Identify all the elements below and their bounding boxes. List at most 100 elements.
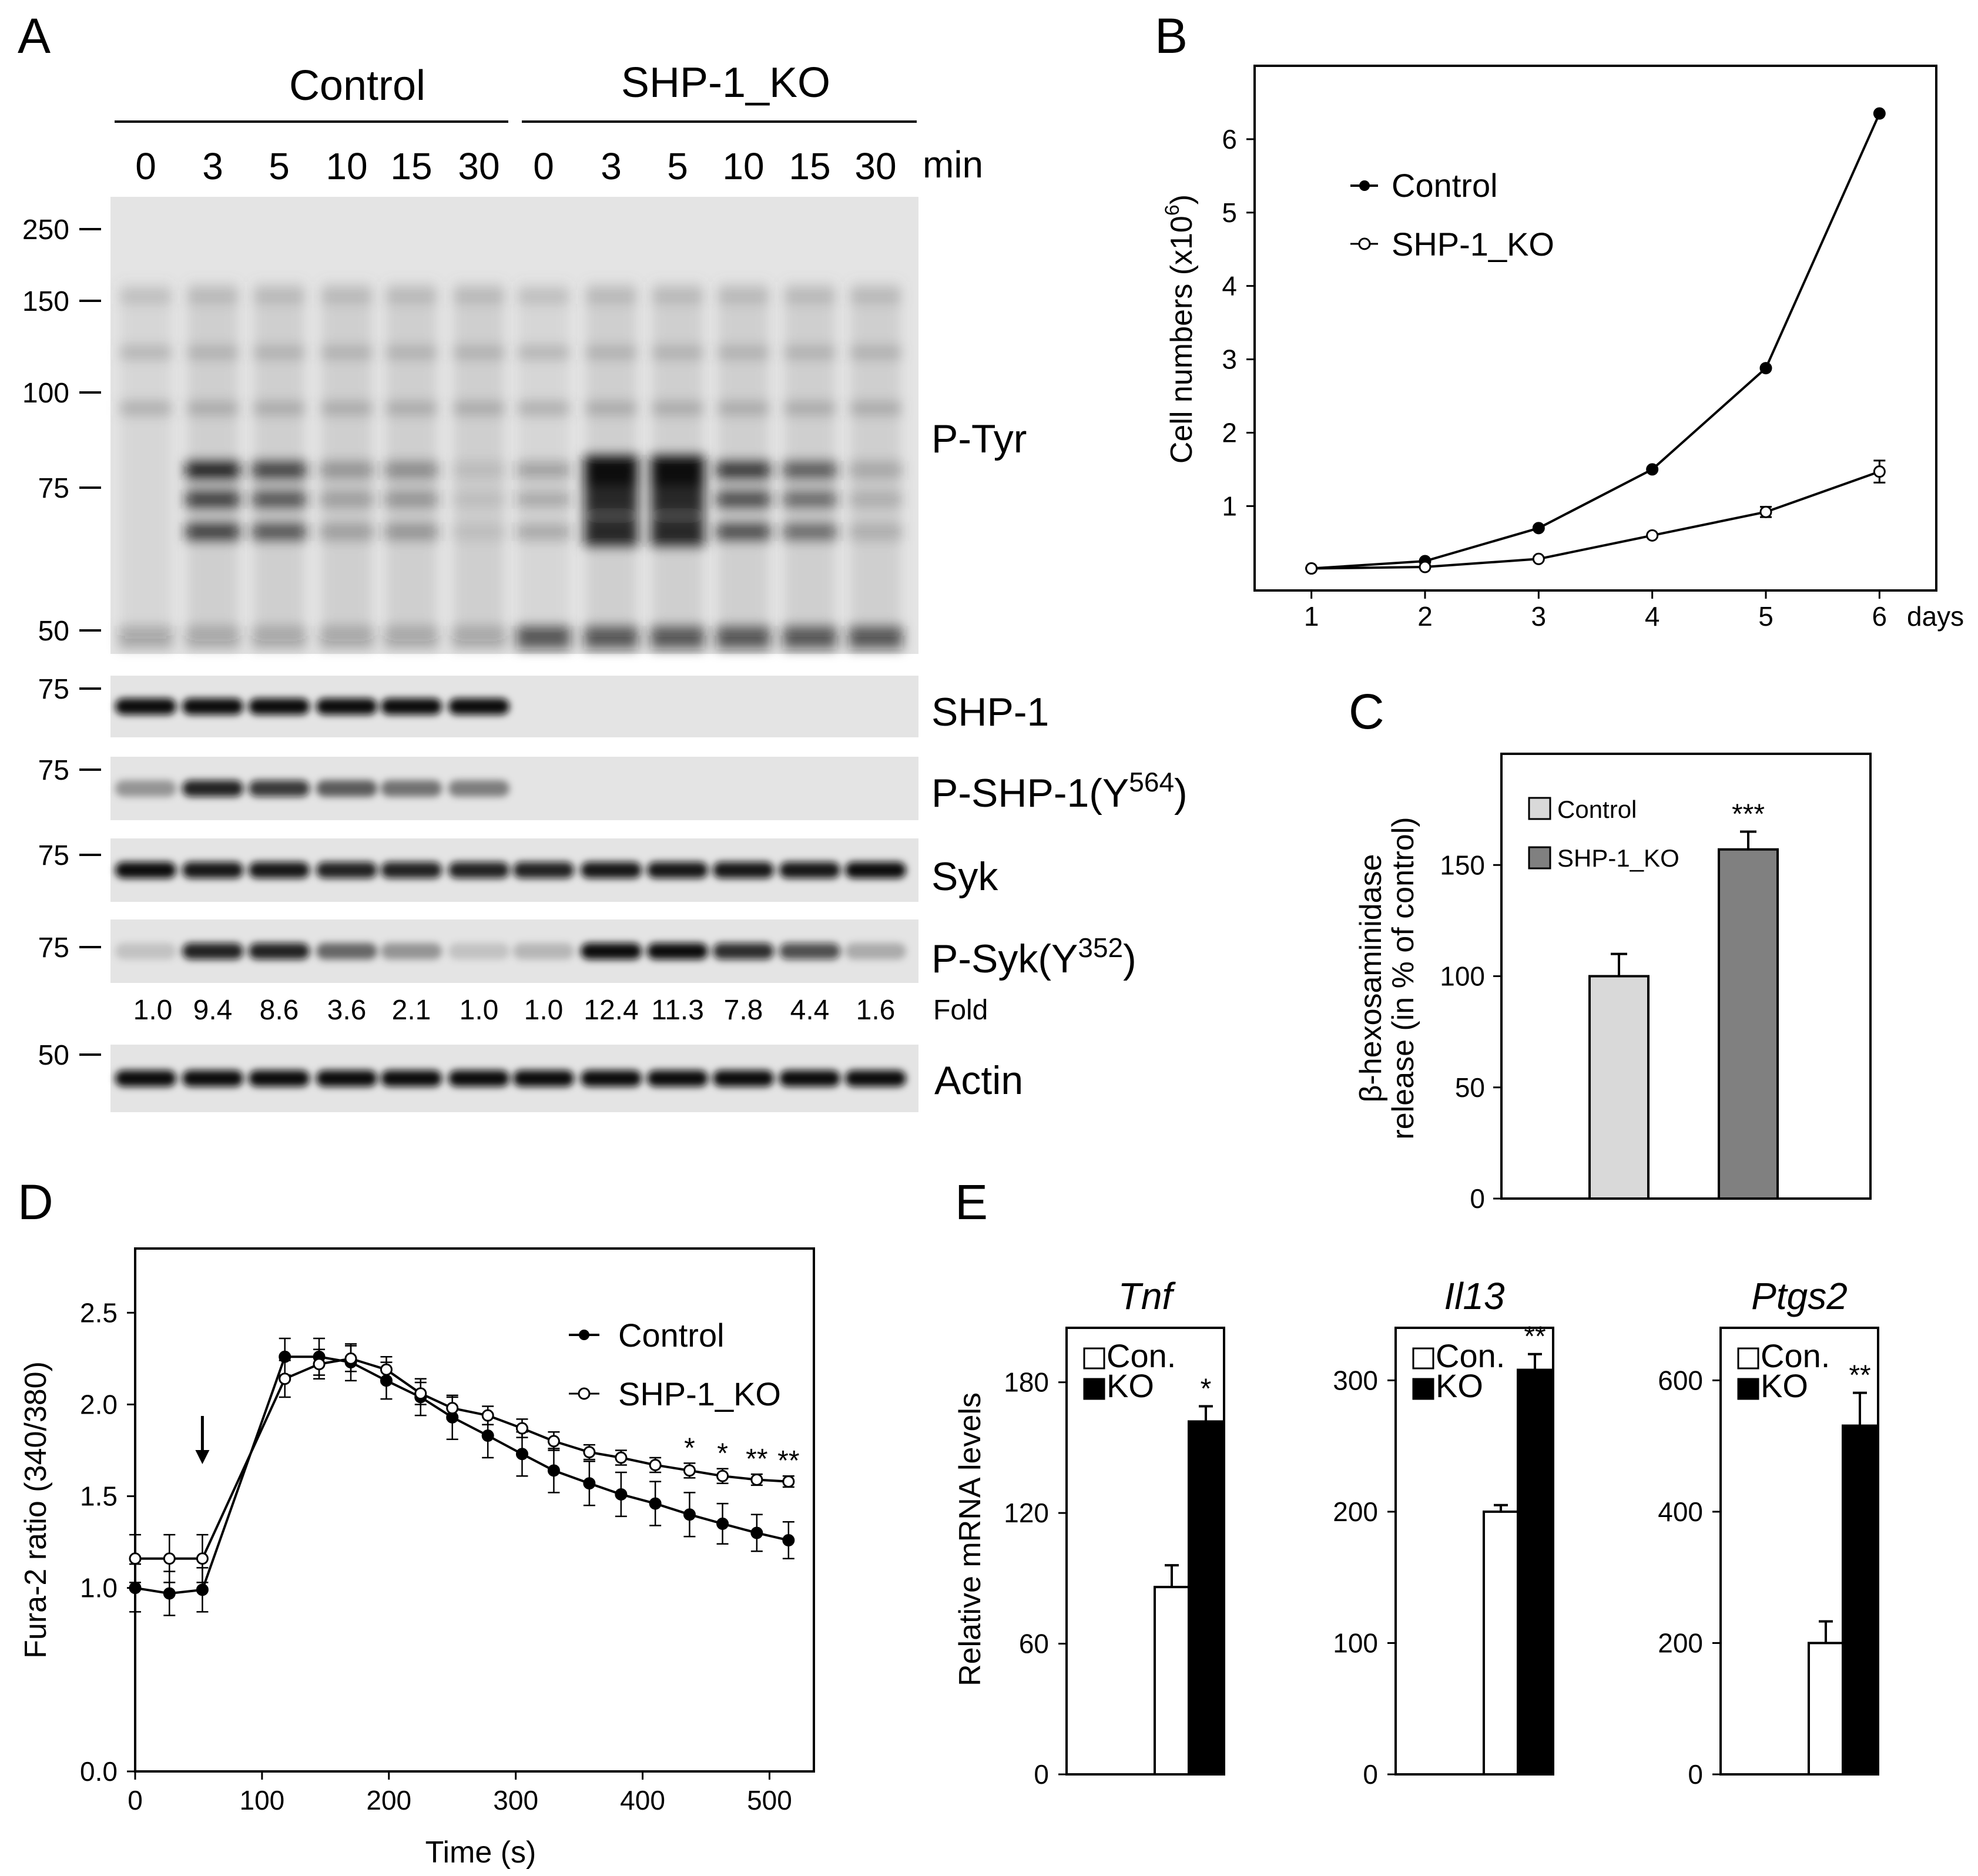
faint-band: [321, 290, 373, 304]
bar-e-Ptgs2-Con.: [1808, 1642, 1844, 1776]
ptyr-bottom-band: [252, 626, 306, 649]
point-d-SHP-1_KO-250s: [446, 1402, 459, 1415]
point-b-Control-day6: [1873, 107, 1886, 120]
legend-b-control-label: Control: [1392, 167, 1498, 204]
x-tick-label-b-6: 6: [1872, 601, 1888, 632]
y-tick-label-c-150: 150: [1440, 850, 1485, 880]
y-axis-label-d: Fura-2 ratio (340/380): [19, 1361, 53, 1659]
p-syk-band-1: [115, 943, 176, 959]
panel-label-a: A: [18, 8, 51, 63]
axes-b: 1 2 3 4 5 6 1 2 3 4 5 6: [1222, 124, 1887, 632]
point-b-Control-day5: [1759, 362, 1772, 375]
panel-label-b: B: [1155, 8, 1188, 63]
blot-shp1: [110, 676, 918, 737]
p-syk-band-4: [316, 943, 377, 959]
ptyr-bottom-band: [119, 626, 173, 649]
fold-value-9: 11.3: [651, 995, 704, 1026]
lane-smear-6: [452, 282, 506, 649]
actin-band-2: [182, 1070, 243, 1087]
faint-band: [784, 290, 836, 304]
plot-frame-b: [1253, 65, 1937, 592]
lane-label-7: 0: [533, 145, 554, 187]
plot-frame-d: [134, 1247, 815, 1773]
p-syk-band-11: [779, 943, 840, 959]
lane-label-9: 5: [667, 145, 688, 187]
legend-e-con-label: Con.: [1107, 1337, 1176, 1374]
ptyr-band: [716, 461, 770, 479]
faint-band: [518, 290, 569, 304]
syk-band-1: [115, 862, 176, 878]
y-label-b-sup: 6: [1161, 204, 1184, 216]
lane-background: [188, 282, 237, 635]
blot-label-syk: Syk: [931, 854, 998, 899]
y-axis-label-b: Cell numbers (x106): [1161, 194, 1199, 464]
point-d-SHP-1_KO-515s: [782, 1475, 795, 1488]
axes-d: 0 100 200 300 400 500 0.0 1.0 1.5 2.0 2.5: [80, 1297, 792, 1815]
bar-e-Ptgs2-KO: [1842, 1424, 1878, 1776]
x-tick-label-d-300: 300: [493, 1785, 538, 1815]
p-syk-band-2: [182, 943, 243, 959]
faint-band: [518, 345, 569, 360]
legend-b: Control SHP-1_KO: [1350, 167, 1554, 263]
point-b-SHP-1_KO-day6: [1873, 465, 1886, 478]
point-b-Control-day4: [1646, 463, 1659, 476]
p-shp1-band-1: [115, 780, 176, 797]
syk-band-3: [249, 862, 310, 878]
p-shp1-band-4: [316, 780, 377, 797]
lane-background: [387, 282, 436, 635]
syk-band-5: [381, 862, 442, 878]
faint-band: [784, 345, 836, 360]
p-syk-band-7: [513, 943, 574, 959]
faint-band: [652, 401, 703, 415]
x-tick-label-b-4: 4: [1645, 601, 1660, 632]
lane-label-5: 15: [390, 145, 432, 187]
mw-marker-syk: 75: [38, 840, 69, 871]
ptyr-band: [783, 490, 837, 509]
fold-value-12: 1.6: [856, 995, 896, 1026]
blot-label-shp1: SHP-1: [931, 690, 1049, 734]
blot-p-tyr: [110, 197, 918, 654]
legend-e-con-swatch: [1083, 1347, 1105, 1370]
blot-label-p-tyr: P-Tyr: [931, 417, 1027, 461]
actin-band-8: [581, 1070, 642, 1087]
point-d-SHP-1_KO-198s: [380, 1363, 393, 1376]
actin-band-9: [647, 1070, 708, 1087]
point-d-Control-53s: [196, 1583, 209, 1596]
syk-band-7: [513, 862, 574, 878]
legend-e-con-swatch: [1737, 1347, 1759, 1370]
y-tick-label-d-1.5: 1.5: [80, 1481, 118, 1512]
y-tick-label-d-2.0: 2.0: [80, 1389, 118, 1419]
ptyr-band: [849, 490, 903, 509]
y-tick-label-b-6: 6: [1222, 124, 1237, 155]
y-tick-label-e-Ptgs2-200: 200: [1658, 1627, 1703, 1658]
faint-band: [585, 345, 637, 360]
ptyr-band: [186, 522, 240, 541]
faint-band: [385, 401, 437, 415]
point-d-Control-358s: [583, 1477, 596, 1490]
ptyr-bottom-band: [186, 626, 240, 649]
syk-band-11: [779, 862, 840, 878]
ptyr-band: [849, 461, 903, 479]
y-tick-label-e-Il13-200: 200: [1333, 1496, 1378, 1527]
x-tick-label-d-200: 200: [366, 1785, 411, 1815]
x-tick-label-b-5: 5: [1758, 601, 1774, 632]
bar-c-Control: [1588, 975, 1650, 1200]
p-syk-band-10: [713, 943, 774, 959]
ptyr-band: [119, 490, 173, 509]
ptyr-band: [384, 490, 438, 509]
p-syk-band-12: [845, 943, 906, 959]
p-syk-close: ): [1123, 937, 1136, 981]
y-tick-label-e-Ptgs2-400: 400: [1658, 1496, 1703, 1527]
point-d-Control-463s: [716, 1517, 729, 1530]
blot-label-actin: Actin: [934, 1058, 1023, 1103]
actin-band-11: [779, 1070, 840, 1087]
faint-band: [585, 401, 637, 415]
syk-band-4: [316, 862, 377, 878]
x-tick-label-b-3: 3: [1531, 601, 1547, 632]
faint-band: [585, 290, 637, 304]
lane-background: [454, 282, 504, 635]
fold-value-2: 9.4: [193, 995, 233, 1026]
actin-band-3: [249, 1070, 310, 1087]
fold-value-4: 3.6: [327, 995, 367, 1026]
